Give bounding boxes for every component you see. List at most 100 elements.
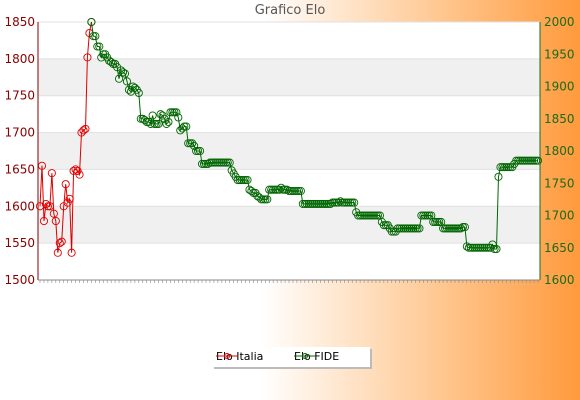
data-point-elo-fide xyxy=(330,198,339,207)
data-point-elo-fide xyxy=(241,175,250,185)
data-point-elo-fide xyxy=(178,124,187,133)
left-tick-label: 1750 xyxy=(4,89,35,103)
data-point-elo-fide xyxy=(369,211,379,220)
data-point-elo-fide xyxy=(203,159,213,168)
right-tick-label: 1850 xyxy=(544,112,575,126)
data-point-elo-fide xyxy=(531,156,541,165)
data-point-elo-fide xyxy=(114,74,124,83)
data-point-elo-fide xyxy=(87,17,96,27)
data-point-elo-fide xyxy=(413,224,422,233)
data-point-elo-fide xyxy=(172,108,181,117)
legend: Elo Italia Elo FIDE xyxy=(212,347,370,367)
data-point-elo-fide xyxy=(522,156,531,165)
data-point-elo-fide xyxy=(476,243,485,252)
data-point-elo-italia xyxy=(83,53,92,62)
data-point-elo-fide xyxy=(93,42,102,51)
data-point-elo-fide xyxy=(261,195,270,204)
data-point-elo-fide xyxy=(474,243,483,252)
data-point-elo-fide xyxy=(401,224,410,233)
data-point-elo-fide xyxy=(156,110,165,119)
data-point-elo-fide xyxy=(284,186,294,196)
data-point-elo-fide xyxy=(340,198,349,207)
data-point-elo-italia xyxy=(43,202,52,211)
data-point-elo-fide xyxy=(405,224,414,233)
data-point-elo-fide xyxy=(263,195,272,204)
data-point-elo-fide xyxy=(403,224,412,233)
data-point-elo-fide xyxy=(310,199,319,208)
data-point-elo-fide xyxy=(277,183,286,192)
data-point-elo-fide xyxy=(292,186,301,196)
left-tick-label: 1800 xyxy=(4,52,35,66)
data-point-elo-fide xyxy=(498,163,507,172)
data-point-elo-fide xyxy=(296,186,305,196)
data-point-elo-fide xyxy=(265,185,274,194)
data-point-elo-fide xyxy=(320,199,329,208)
data-point-elo-fide xyxy=(294,186,303,196)
data-point-elo-italia xyxy=(39,216,49,226)
data-point-elo-fide xyxy=(150,119,159,128)
data-point-elo-fide xyxy=(201,159,211,168)
data-point-elo-fide xyxy=(393,224,402,233)
data-point-elo-fide xyxy=(148,111,157,120)
grid-band xyxy=(38,206,540,244)
data-point-elo-fide xyxy=(524,156,533,165)
left-tick-label: 1850 xyxy=(4,15,35,29)
data-point-elo-fide xyxy=(492,244,501,254)
data-point-elo-fide xyxy=(365,211,375,220)
data-point-elo-fide xyxy=(397,224,406,233)
data-point-elo-fide xyxy=(95,42,104,51)
data-point-elo-fide xyxy=(186,139,195,148)
data-point-elo-italia xyxy=(81,124,90,133)
data-point-elo-fide xyxy=(257,195,266,204)
data-point-elo-fide xyxy=(140,115,149,125)
data-point-elo-fide xyxy=(322,199,331,208)
data-point-elo-fide xyxy=(91,32,100,41)
data-point-elo-fide xyxy=(338,198,347,207)
data-point-elo-fide xyxy=(448,224,458,233)
data-point-elo-fide xyxy=(358,211,367,220)
right-tick-label: 1950 xyxy=(544,47,575,61)
data-point-elo-fide xyxy=(154,119,163,128)
data-point-elo-italia xyxy=(79,126,88,135)
data-point-elo-fide xyxy=(395,224,404,233)
data-point-elo-fide xyxy=(280,185,290,194)
data-point-elo-fide xyxy=(302,199,311,208)
legend-item-elo-fide: Elo FIDE xyxy=(294,350,339,363)
data-point-elo-fide xyxy=(194,146,203,156)
data-point-elo-fide xyxy=(415,224,424,233)
data-point-elo-fide xyxy=(306,199,315,208)
right-tick-label: 1900 xyxy=(544,80,575,94)
left-tick-label: 1550 xyxy=(4,236,35,250)
data-point-elo-italia xyxy=(69,166,78,175)
data-point-elo-fide xyxy=(223,158,232,167)
data-point-elo-fide xyxy=(433,217,442,226)
data-point-elo-fide xyxy=(464,243,473,252)
data-point-elo-fide xyxy=(122,77,132,86)
data-point-elo-fide xyxy=(336,197,345,206)
data-point-elo-fide xyxy=(334,198,343,207)
data-point-elo-italia xyxy=(71,165,80,174)
grid-band xyxy=(38,132,540,170)
data-point-elo-fide xyxy=(233,175,242,185)
data-point-elo-fide xyxy=(107,57,116,67)
data-point-elo-fide xyxy=(182,122,191,131)
data-point-elo-fide xyxy=(273,185,282,194)
data-point-elo-fide xyxy=(225,158,234,167)
left-tick-label: 1650 xyxy=(4,162,35,176)
legend-marker-elo-fide xyxy=(294,353,316,359)
data-point-elo-fide xyxy=(456,224,465,233)
left-tick-label: 1500 xyxy=(4,273,35,287)
data-point-elo-italia xyxy=(75,170,84,179)
data-point-elo-fide xyxy=(174,113,183,122)
data-point-elo-fide xyxy=(290,186,299,196)
data-point-elo-italia xyxy=(53,248,62,257)
data-point-elo-fide xyxy=(120,69,130,78)
data-point-elo-italia xyxy=(55,239,64,248)
data-point-elo-fide xyxy=(533,156,543,165)
data-point-elo-fide xyxy=(443,224,452,233)
data-point-elo-fide xyxy=(452,224,462,233)
data-point-elo-fide xyxy=(348,198,357,207)
data-point-elo-fide xyxy=(298,199,307,208)
data-point-elo-fide xyxy=(217,158,226,167)
